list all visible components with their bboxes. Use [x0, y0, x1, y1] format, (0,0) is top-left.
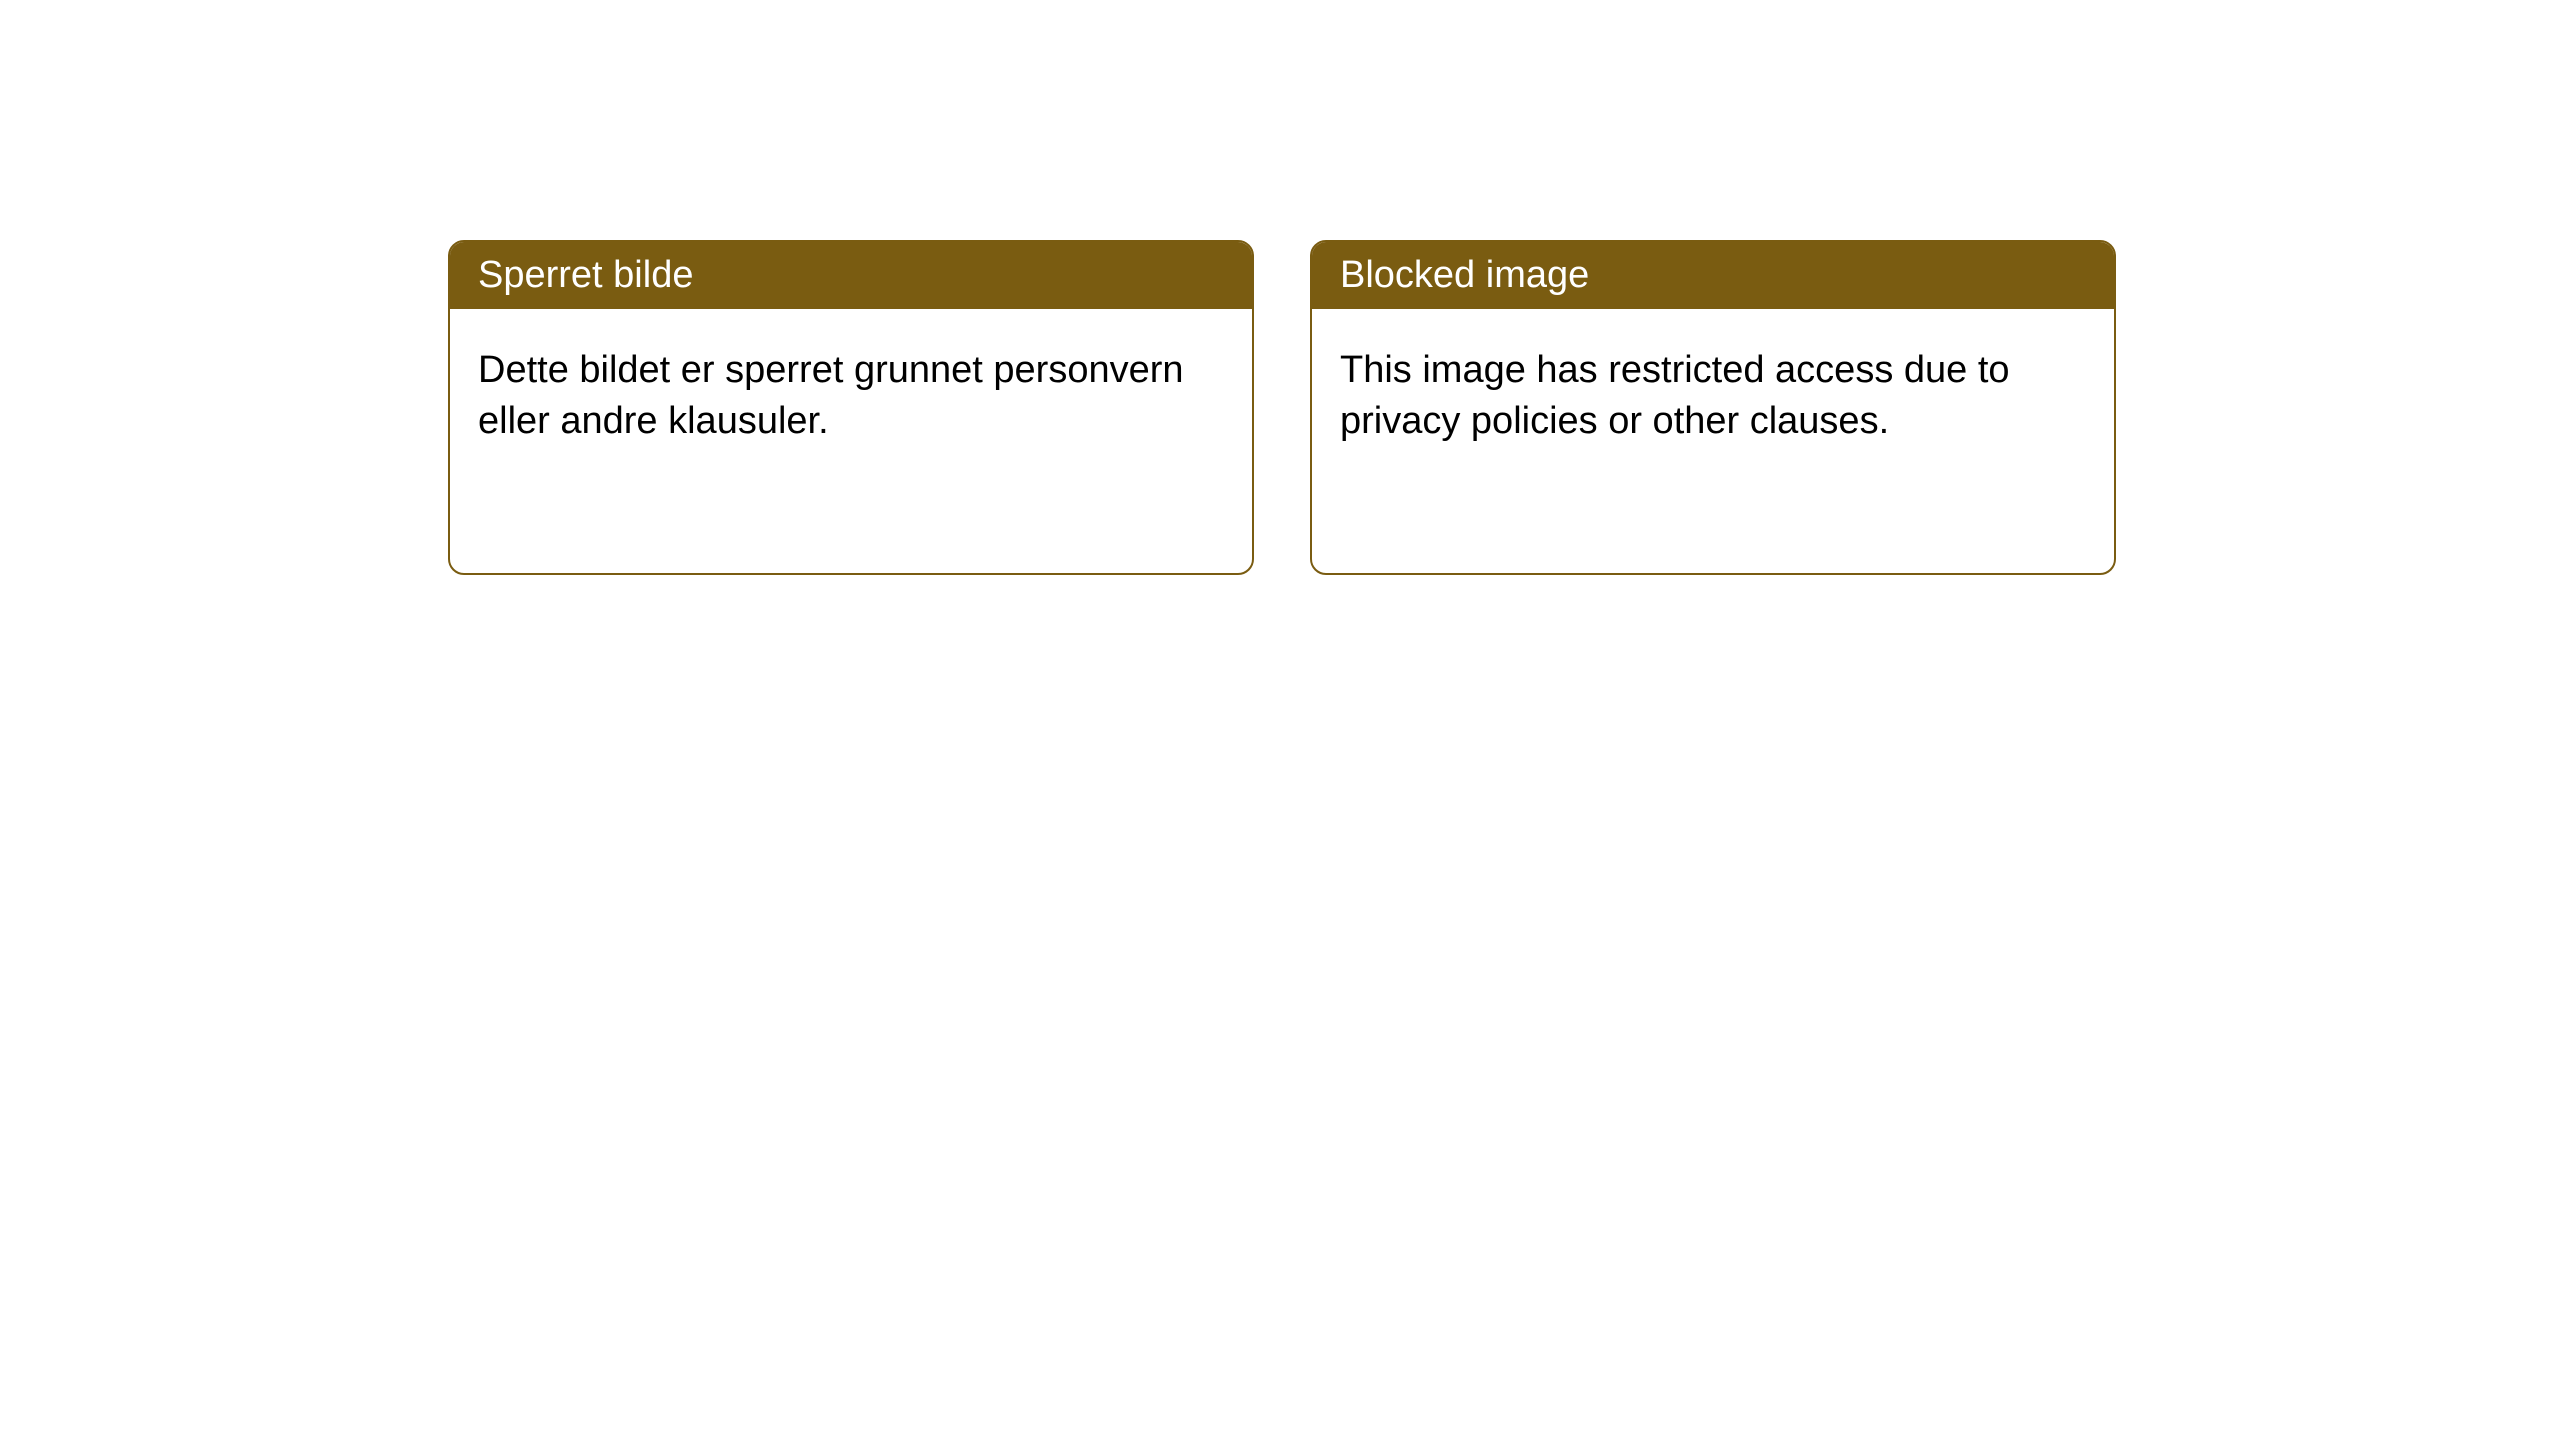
notice-card-norwegian: Sperret bilde Dette bildet er sperret gr… [448, 240, 1254, 575]
notice-container: Sperret bilde Dette bildet er sperret gr… [448, 240, 2116, 575]
notice-message: Dette bildet er sperret grunnet personve… [478, 349, 1184, 442]
notice-header-english: Blocked image [1312, 242, 2114, 309]
notice-title: Blocked image [1340, 254, 1589, 296]
notice-card-english: Blocked image This image has restricted … [1310, 240, 2116, 575]
notice-header-norwegian: Sperret bilde [450, 242, 1252, 309]
notice-body-norwegian: Dette bildet er sperret grunnet personve… [450, 309, 1252, 484]
notice-title: Sperret bilde [478, 254, 693, 296]
notice-body-english: This image has restricted access due to … [1312, 309, 2114, 484]
notice-message: This image has restricted access due to … [1340, 349, 2010, 442]
